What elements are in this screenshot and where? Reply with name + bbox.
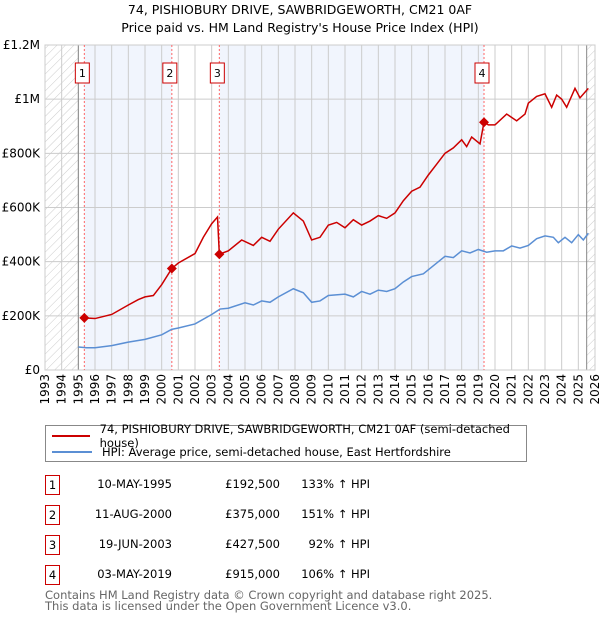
sale-number-box <box>74 62 90 84</box>
sale-number-label: 4 <box>479 67 486 80</box>
x-tick-label: 1996 <box>88 374 102 405</box>
x-tick-label: 2021 <box>505 374 519 405</box>
y-tick-label: £1.2M <box>3 38 40 52</box>
footer-copyright: Contains HM Land Registry data © Crown c… <box>45 588 493 602</box>
x-tick-label: 2004 <box>221 374 235 405</box>
x-tick-label: 2017 <box>438 374 452 405</box>
sale-hpi-change: 133% ↑ HPI <box>301 477 370 491</box>
sale-point <box>479 117 489 128</box>
sale-number-label: 1 <box>79 67 86 80</box>
x-tick-label: 2019 <box>471 374 485 405</box>
y-tick-label: £400K <box>2 255 42 269</box>
sale-number-box <box>162 62 178 84</box>
legend-label: 74, PISHIOBURY DRIVE, SAWBRIDGEWORTH, CM… <box>99 422 510 450</box>
property-price-line <box>84 86 589 320</box>
sale-date: 19-JUN-2003 <box>98 537 172 551</box>
x-tick-label: 2011 <box>338 374 352 405</box>
x-tick-label: 2022 <box>521 374 535 405</box>
x-tick-label: 2009 <box>305 374 319 405</box>
x-tick-label: 1998 <box>121 374 135 405</box>
plot-frame <box>44 44 596 371</box>
chart-subtitle: Price paid vs. HM Land Registry's House … <box>121 20 479 35</box>
sale-point <box>214 249 225 260</box>
x-tick-label: 2003 <box>205 374 219 405</box>
chart-title: 74, PISHIOBURY DRIVE, SAWBRIDGEWORTH, CM… <box>127 2 473 17</box>
chart: 1993 1994 1995 1996 1997 1998 1999 2000 2001 2002… <box>2 38 600 405</box>
sale-date: 11-AUG-2000 <box>94 507 172 521</box>
sale-date: 10-MAY-1995 <box>97 477 172 491</box>
sale-number-label: 3 <box>214 67 221 80</box>
x-tick-label: 2006 <box>255 374 269 405</box>
x-tick-label: 2005 <box>238 374 252 405</box>
x-tick-label: 2016 <box>421 374 435 405</box>
x-tick-label: 1997 <box>105 374 119 405</box>
legend-label: HPI: Average price, semi-detached house,… <box>102 445 451 459</box>
sale-price: £192,500 <box>225 477 280 491</box>
x-tick-label: 2020 <box>488 374 502 405</box>
sale-number: 4 <box>45 565 60 585</box>
x-tick-label: 2023 <box>538 374 552 405</box>
x-tick-label: 2001 <box>171 374 185 405</box>
x-tick-label: 2013 <box>371 374 385 405</box>
x-tick-label: 2000 <box>155 374 169 405</box>
sale-date: 03-MAY-2019 <box>97 567 172 581</box>
legend-item-hpi: HPI: Average price, semi-detached house,… <box>52 445 451 459</box>
x-tick-label: 2010 <box>321 374 335 405</box>
legend: 74, PISHIOBURY DRIVE, SAWBRIDGEWORTH, CM… <box>45 422 527 462</box>
sale-number-box <box>474 62 490 84</box>
sale-point <box>166 263 177 274</box>
y-tick-label: £0 <box>25 363 40 377</box>
sale-number-box <box>209 62 225 84</box>
footer-licence: This data is licensed under the Open Gov… <box>45 599 412 613</box>
y-tick-label: £1M <box>14 92 40 106</box>
x-tick-label: 2012 <box>355 374 369 405</box>
x-tick-label: 2014 <box>388 374 402 405</box>
sale-price: £915,000 <box>225 567 280 581</box>
x-tick-label: 2018 <box>455 374 469 405</box>
x-tick-label: 2008 <box>288 374 302 405</box>
x-tick-label: 1999 <box>138 374 152 405</box>
sale-number-label: 2 <box>166 67 173 80</box>
x-tick-label: 2025 <box>571 374 585 405</box>
sale-point <box>79 312 90 323</box>
legend-item-property: 74, PISHIOBURY DRIVE, SAWBRIDGEWORTH, CM… <box>52 422 526 450</box>
sale-price: £375,000 <box>225 507 280 521</box>
sale-hpi-change: 151% ↑ HPI <box>301 507 370 521</box>
hpi-line <box>78 232 589 349</box>
x-tick-label: 2024 <box>555 374 569 405</box>
y-tick-label: £200K <box>2 309 42 323</box>
x-tick-label: 1993 <box>38 374 52 405</box>
sale-hpi-change: 92% ↑ HPI <box>308 537 370 551</box>
sale-number: 1 <box>45 475 60 495</box>
x-tick-label: 2015 <box>405 374 419 405</box>
x-tick-label: 1995 <box>71 374 85 405</box>
sale-number: 3 <box>45 535 60 555</box>
sale-hpi-change: 106% ↑ HPI <box>301 567 370 581</box>
x-tick-label: 2002 <box>188 374 202 405</box>
y-tick-label: £800K <box>2 146 42 160</box>
sale-number: 2 <box>45 505 60 525</box>
x-tick-label: 2026 <box>588 374 600 405</box>
y-tick-label: £600K <box>2 201 42 215</box>
x-tick-label: 1994 <box>55 374 69 405</box>
sale-price: £427,500 <box>225 537 280 551</box>
x-tick-label: 2007 <box>271 374 285 405</box>
